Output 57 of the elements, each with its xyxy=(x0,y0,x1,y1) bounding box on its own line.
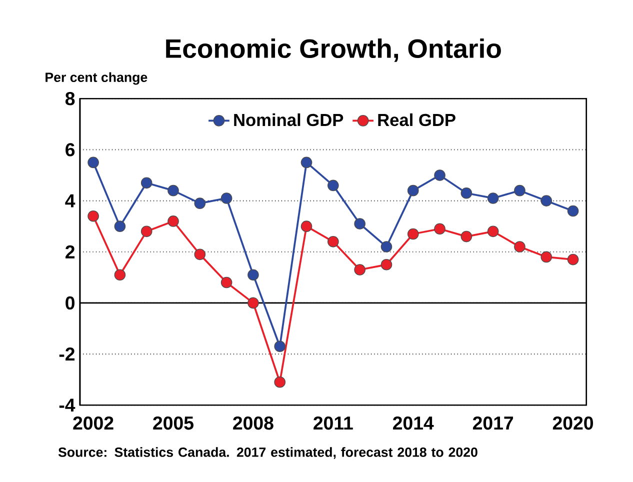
point xyxy=(220,192,232,204)
point xyxy=(327,236,339,248)
point xyxy=(327,180,339,191)
point xyxy=(487,226,499,237)
point xyxy=(380,240,392,252)
x-tick-label: 2005 xyxy=(153,416,194,430)
y-tick-label: 6 xyxy=(66,142,75,156)
legend-label: Nominal GDP xyxy=(234,113,344,126)
point xyxy=(88,156,99,168)
point xyxy=(194,197,206,209)
point xyxy=(354,264,366,276)
x-tick-label: 2002 xyxy=(73,416,114,430)
point xyxy=(407,184,419,196)
point xyxy=(140,226,152,237)
point xyxy=(300,220,312,232)
x-tick-label: 2014 xyxy=(393,416,434,430)
point xyxy=(514,184,526,196)
y-tick-label: -2 xyxy=(59,347,75,360)
point xyxy=(407,228,419,240)
source-note: Source: Statistics Canada. 2017 estimated, forecast 2018 to 2020 xyxy=(58,446,478,459)
y-tick-label: -4 xyxy=(59,398,76,412)
x-tick-label: 2011 xyxy=(314,416,353,430)
point xyxy=(434,223,446,234)
point xyxy=(114,220,126,232)
point xyxy=(140,177,152,188)
x-tick-label: 2020 xyxy=(552,416,594,430)
legend-label: Real GDP xyxy=(378,113,456,126)
point xyxy=(248,268,259,280)
point xyxy=(274,376,286,388)
point xyxy=(300,156,312,168)
x-tick-label: 2017 xyxy=(472,416,513,430)
point xyxy=(274,340,286,352)
point xyxy=(567,254,579,265)
point xyxy=(354,218,366,230)
point xyxy=(168,215,179,227)
point xyxy=(88,210,99,222)
point xyxy=(434,169,446,181)
point xyxy=(567,205,579,216)
point xyxy=(487,192,499,204)
y-tick-label: 0 xyxy=(66,296,74,310)
x-tick-label: 2008 xyxy=(233,416,274,430)
point xyxy=(248,297,259,308)
point xyxy=(194,248,206,260)
chart-title: Economic Growth, Ontario xyxy=(166,38,501,62)
y-tick-label: 2 xyxy=(66,245,75,258)
point xyxy=(460,187,472,199)
point xyxy=(460,230,472,242)
point xyxy=(540,251,552,262)
point xyxy=(168,184,179,196)
y-tick-label: 8 xyxy=(65,92,75,106)
point xyxy=(114,268,126,280)
point xyxy=(540,194,552,206)
point xyxy=(380,258,392,270)
y-axis-title: Per cent change xyxy=(46,72,148,85)
y-tick-label: 4 xyxy=(65,194,76,207)
point xyxy=(220,276,232,288)
point xyxy=(514,240,526,252)
